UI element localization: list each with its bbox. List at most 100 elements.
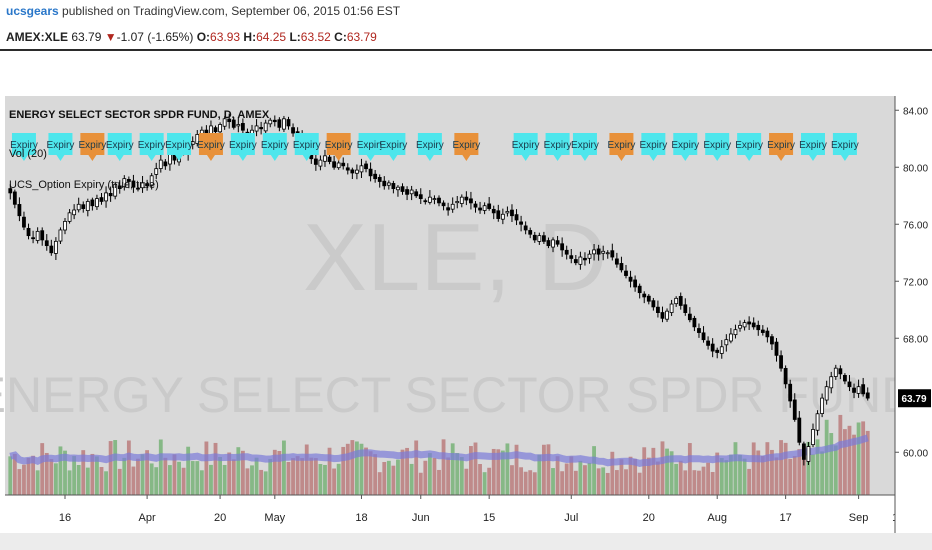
candle-body <box>742 322 747 328</box>
down-arrow-icon: ▼ <box>104 30 117 44</box>
volume-bar <box>122 457 127 495</box>
candle-body <box>774 341 779 356</box>
time-tick-label: 20 <box>214 512 226 524</box>
candle-body <box>437 197 441 204</box>
volume-bar <box>628 456 633 495</box>
expiry-flag-pointer <box>553 155 562 161</box>
high-label: H: <box>243 30 257 44</box>
candle-body <box>22 216 26 228</box>
volume-bar <box>67 470 72 495</box>
candle-body <box>656 306 660 313</box>
candle-body <box>500 213 505 220</box>
publish-text: published on TradingView.com, September … <box>58 4 401 18</box>
candle-body <box>683 304 688 314</box>
candle-body <box>35 230 40 241</box>
watermark-name: ENERGY SELECT SECTOR SPDR FUND <box>0 367 917 423</box>
volume-bar <box>396 459 400 495</box>
volume-bar <box>464 468 469 495</box>
volume-bar <box>765 442 770 495</box>
expiry-flag-label: Expiry <box>165 140 193 151</box>
candle-body <box>136 187 140 190</box>
candle-body <box>728 333 733 342</box>
candle-body <box>99 197 104 202</box>
candle-body <box>669 303 674 313</box>
candle-body <box>122 178 127 188</box>
candle-body <box>190 141 195 145</box>
expiry-flag-pointer <box>681 155 690 161</box>
candle-body <box>651 300 656 308</box>
time-tick-label: Aug <box>707 512 727 524</box>
candle-body <box>81 204 86 209</box>
volume-bar <box>309 457 314 495</box>
volume-bar <box>409 463 414 495</box>
candle-body <box>323 155 327 162</box>
volume-bar <box>833 445 838 495</box>
candle-body <box>332 161 337 168</box>
expiry-flag-pointer <box>808 155 817 161</box>
candle-body <box>441 202 446 207</box>
candle-body <box>852 387 856 393</box>
author-link[interactable]: ucsgears <box>6 4 59 18</box>
volume-bar <box>510 465 514 495</box>
volume-bar <box>656 461 660 495</box>
volume-bar <box>496 449 501 495</box>
volume-bar <box>646 457 651 495</box>
publish-line: ucsgears published on TradingView.com, S… <box>6 4 400 18</box>
expiry-flag-pointer <box>56 155 65 161</box>
expiry-flag-label: Expiry <box>671 140 699 151</box>
close-label: C: <box>334 30 347 44</box>
volume-bar <box>692 470 697 495</box>
expiry-flag-label: Expiry <box>293 140 321 151</box>
symbol-label: AMEX:XLE <box>6 30 69 44</box>
candle-body <box>719 346 724 354</box>
candle-body <box>478 207 482 211</box>
candle-body <box>455 201 460 204</box>
volume-bar <box>555 456 560 495</box>
volume-bar <box>605 472 610 495</box>
candle-body <box>856 386 861 394</box>
expiry-flag-pointer <box>88 155 97 161</box>
candle-body <box>747 321 752 325</box>
volume-bar <box>642 447 647 495</box>
volume-pane <box>8 414 870 495</box>
volume-bar <box>8 456 13 495</box>
expiry-flag-pointer <box>147 155 156 161</box>
expiry-flag <box>48 133 73 155</box>
candle-body <box>263 122 268 132</box>
time-axis[interactable] <box>5 495 895 533</box>
candle-body <box>783 368 788 385</box>
expiry-flag-label: Expiry <box>325 140 353 151</box>
price-tick-label: 76.00 <box>903 220 928 231</box>
time-tick-label: Apr <box>139 512 156 524</box>
plot-area[interactable] <box>5 96 895 495</box>
candle-body <box>391 183 396 190</box>
expiry-flags: Expiry Expiry Expiry Expiry Expiry Expiry Expi… <box>10 133 859 161</box>
volume-bar <box>441 439 446 495</box>
volume-bar <box>820 451 825 495</box>
expiry-flag-label: Expiry <box>639 140 667 151</box>
candle-body <box>760 329 765 333</box>
expiry-flag <box>737 133 762 155</box>
volume-bar <box>44 452 49 495</box>
candle-body <box>400 186 405 192</box>
candle-body <box>40 230 45 241</box>
expiry-flag-pointer <box>334 155 343 161</box>
candle-body <box>231 119 236 128</box>
volume-bar <box>678 460 683 495</box>
price-axis[interactable] <box>895 96 932 533</box>
volume-bar <box>569 456 574 495</box>
candle-body <box>67 212 72 222</box>
volume-bar <box>733 442 738 495</box>
candle-body <box>496 210 501 219</box>
volume-bar <box>856 422 861 495</box>
candle-body <box>58 229 63 242</box>
volume-bar <box>263 471 268 495</box>
candle-body <box>715 349 720 353</box>
volume-bar <box>624 469 628 495</box>
volume-bar <box>783 442 788 495</box>
volume-bar <box>163 457 168 495</box>
expiry-flag-label: Expiry <box>78 140 106 151</box>
volume-bar <box>145 450 150 495</box>
volume-bar <box>31 455 36 495</box>
